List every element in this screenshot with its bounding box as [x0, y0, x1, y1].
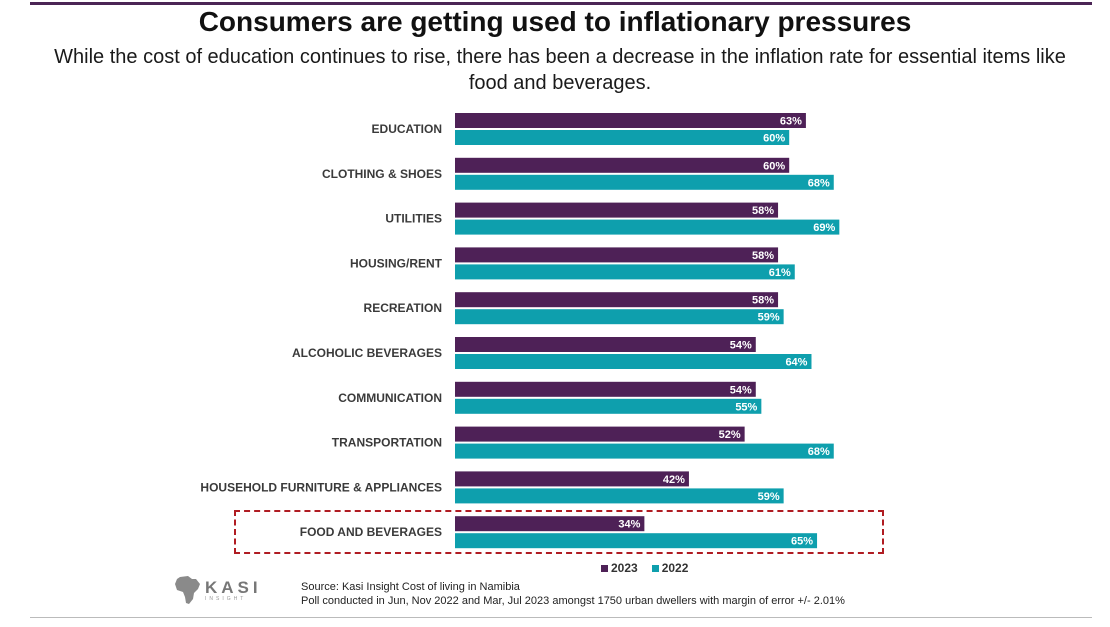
value-label-2022-alcoholic-beverages: 64%: [785, 357, 807, 369]
category-label-alcoholic-beverages: ALCOHOLIC BEVERAGES: [292, 346, 442, 360]
bar-2022-communication: [455, 398, 762, 414]
category-label-household-furniture-and-appliances: HOUSEHOLD FURNITURE & APPLIANCES: [200, 480, 442, 494]
legend-item-2023: 2023: [601, 561, 638, 575]
poll-note: Poll conducted in Jun, Nov 2022 and Mar,…: [301, 595, 845, 607]
legend-label-2023: 2023: [611, 561, 638, 575]
chart-title: Consumers are getting used to inflationa…: [198, 6, 912, 37]
highlight-box: [234, 510, 884, 554]
category-label-transportation: TRANSPORTATION: [332, 436, 442, 450]
bar-2023-transportation: [455, 426, 745, 442]
category-label-recreation: RECREATION: [364, 301, 442, 315]
value-label-2023-communication: 54%: [730, 384, 752, 396]
kasi-logo: KASI INSIGHT: [174, 575, 262, 605]
legend-swatch-2022: [651, 564, 659, 572]
category-label-housing-rent: HOUSING/RENT: [350, 256, 443, 270]
value-label-2022-education: 60%: [763, 133, 785, 145]
bar-2023-utilities: [455, 202, 779, 218]
africa-map-icon: [175, 576, 200, 604]
bar-2022-household-furniture-and-appliances: [455, 488, 784, 504]
chart-subtitle: While the cost of education continues to…: [54, 46, 1066, 94]
category-label-communication: COMMUNICATION: [338, 391, 442, 405]
bar-2022-education: [455, 130, 790, 145]
value-label-2022-recreation: 59%: [758, 312, 780, 324]
bar-2022-food-and-beverages: [455, 533, 818, 549]
legend-item-2022: 2022: [651, 561, 689, 575]
bar-2022-utilities: [455, 219, 840, 235]
bar-2022-alcoholic-beverages: [455, 354, 812, 369]
source-text: Source: Kasi Insight Cost of living in N…: [301, 581, 520, 593]
bar-2022-housing-rent: [455, 264, 795, 280]
bar-2023-household-furniture-and-appliances: [455, 471, 689, 487]
value-label-2023-food-and-beverages: 34%: [618, 519, 640, 531]
logo-wordmark: KASI INSIGHT: [205, 578, 262, 602]
value-label-2023-recreation: 58%: [752, 295, 774, 307]
logo-tagline: INSIGHT: [205, 596, 247, 602]
bar-2023-recreation: [455, 292, 779, 308]
bar-2023-communication: [455, 381, 756, 397]
bottom-rule: [30, 617, 1092, 618]
bar-2022-transportation: [455, 443, 834, 459]
legend-swatch-2023: [601, 564, 608, 572]
value-label-2023-clothing-and-shoes: 60%: [763, 160, 785, 172]
value-label-2023-utilities: 58%: [752, 205, 774, 217]
bar-2022-recreation: [455, 309, 784, 325]
value-label-2023-household-furniture-and-appliances: 42%: [663, 474, 685, 486]
bar-2023-education: [455, 113, 806, 128]
value-label-2022-clothing-and-shoes: 68%: [808, 177, 830, 189]
category-label-utilities: UTILITIES: [385, 212, 442, 226]
legend-label-2022: 2022: [661, 561, 689, 575]
value-label-2022-housing-rent: 61%: [769, 267, 791, 279]
category-label-education: EDUCATION: [372, 122, 442, 136]
value-label-2022-transportation: 68%: [808, 446, 830, 458]
bar-2022-clothing-and-shoes: [455, 174, 834, 190]
chart-legend: 2023 2022: [601, 561, 688, 575]
value-label-2022-food-and-beverages: 65%: [791, 536, 813, 548]
value-label-2022-communication: 55%: [735, 401, 757, 413]
value-label-2022-household-furniture-and-appliances: 59%: [758, 491, 780, 503]
source-note: Source: Kasi Insight Cost of living in N…: [301, 580, 845, 608]
bar-2023-housing-rent: [455, 247, 779, 263]
bar-2023-alcoholic-beverages: [455, 337, 756, 352]
bar-2023-clothing-and-shoes: [455, 157, 790, 173]
value-label-2022-utilities: 69%: [813, 222, 835, 234]
value-label-2023-housing-rent: 58%: [752, 250, 774, 262]
category-label-clothing-and-shoes: CLOTHING & SHOES: [322, 167, 442, 181]
top-rule: [30, 2, 1092, 5]
value-label-2023-education: 63%: [780, 116, 802, 128]
value-label-2023-alcoholic-beverages: 54%: [730, 340, 752, 352]
value-label-2023-transportation: 52%: [719, 429, 741, 441]
bar-2023-food-and-beverages: [455, 516, 645, 532]
logo-text: KASI: [205, 578, 262, 597]
category-label-food-and-beverages: FOOD AND BEVERAGES: [300, 525, 442, 539]
